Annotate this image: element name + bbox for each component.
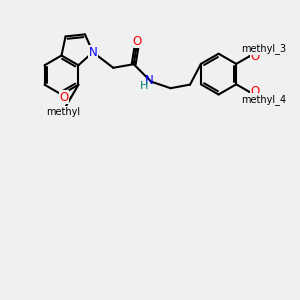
Text: O: O <box>59 91 69 104</box>
Text: H: H <box>140 81 149 91</box>
Text: N: N <box>88 46 97 59</box>
Text: N: N <box>145 74 154 87</box>
Text: methyl_3: methyl_3 <box>241 44 286 54</box>
Text: O: O <box>250 85 260 98</box>
Text: methyl: methyl <box>46 107 80 117</box>
Text: O: O <box>133 35 142 48</box>
Text: O: O <box>250 50 260 63</box>
Text: methyl_4: methyl_4 <box>241 94 286 105</box>
